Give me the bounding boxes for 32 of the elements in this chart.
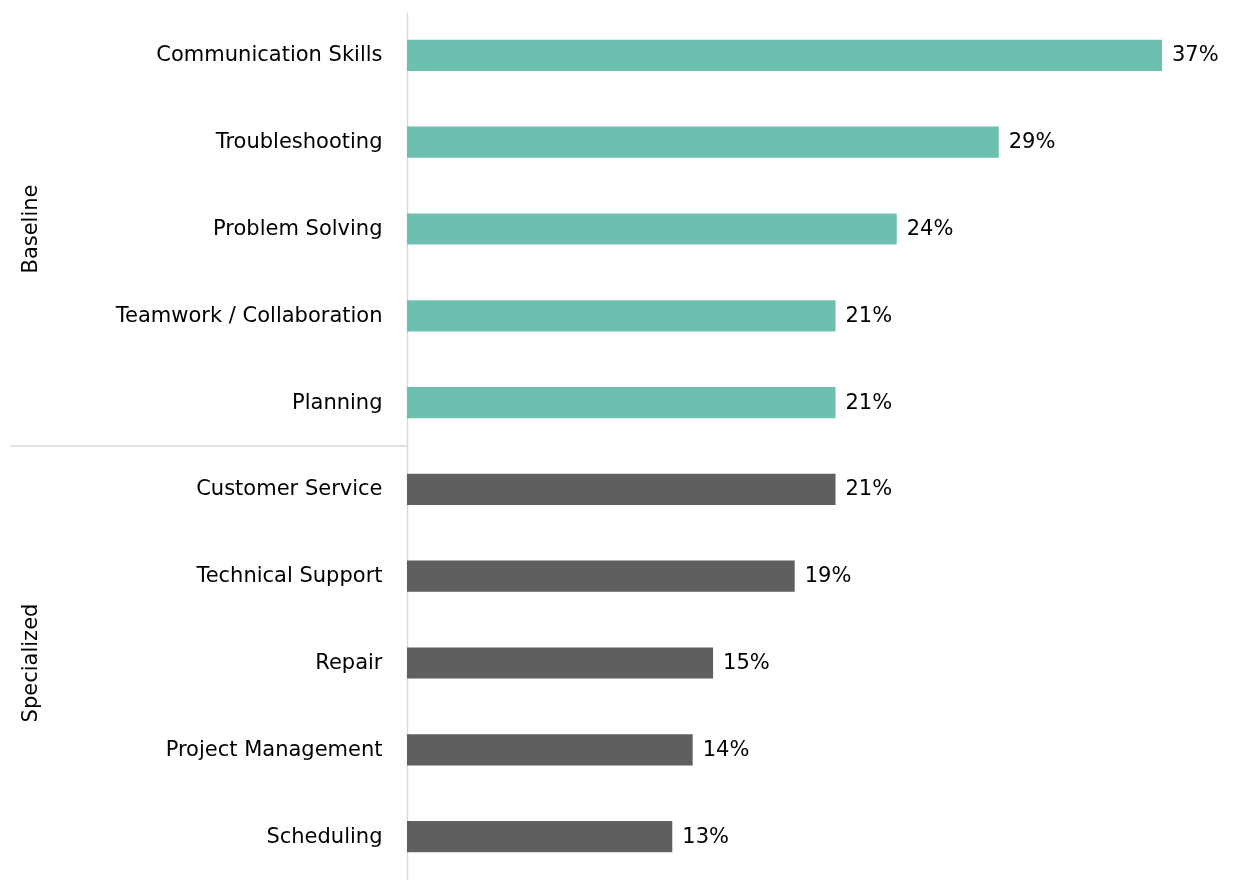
bar — [407, 126, 999, 158]
bar — [407, 647, 714, 679]
data-label: 29% — [1008, 129, 1056, 154]
data-label: 19% — [804, 563, 852, 588]
bar — [407, 473, 836, 506]
y-tick-label: Scheduling — [266, 823, 383, 848]
data-label: 14% — [702, 736, 750, 761]
bar — [407, 734, 693, 766]
bar — [407, 39, 1162, 72]
y-tick-label: Customer Service — [196, 476, 383, 501]
y-tick-label: Teamwork / Collaboration — [114, 302, 383, 327]
text: Specialized — [18, 603, 42, 723]
bar — [407, 300, 836, 332]
data-label: 24% — [906, 216, 954, 240]
y-tick-label: Repair — [315, 650, 383, 674]
y-tick-label: Troubleshooting — [214, 129, 383, 154]
y-tick-label: Planning — [292, 389, 383, 414]
data-label: 37% — [1172, 42, 1219, 67]
data-label: 15% — [723, 650, 770, 674]
bar — [407, 820, 673, 853]
data-label: 21% — [845, 389, 893, 414]
y-tick-label: Technical Support — [195, 563, 383, 588]
data-label: 21% — [845, 302, 893, 327]
bar — [407, 386, 836, 419]
y-tick-label: Project Management — [165, 736, 383, 761]
y-tick-label: Communication Skills — [156, 42, 383, 67]
bar — [407, 560, 795, 592]
y-tick-label: Problem Solving — [213, 216, 383, 240]
text: Baseline — [18, 184, 42, 274]
data-label: 13% — [682, 823, 729, 848]
bar — [407, 213, 897, 245]
data-label: 21% — [845, 476, 893, 501]
